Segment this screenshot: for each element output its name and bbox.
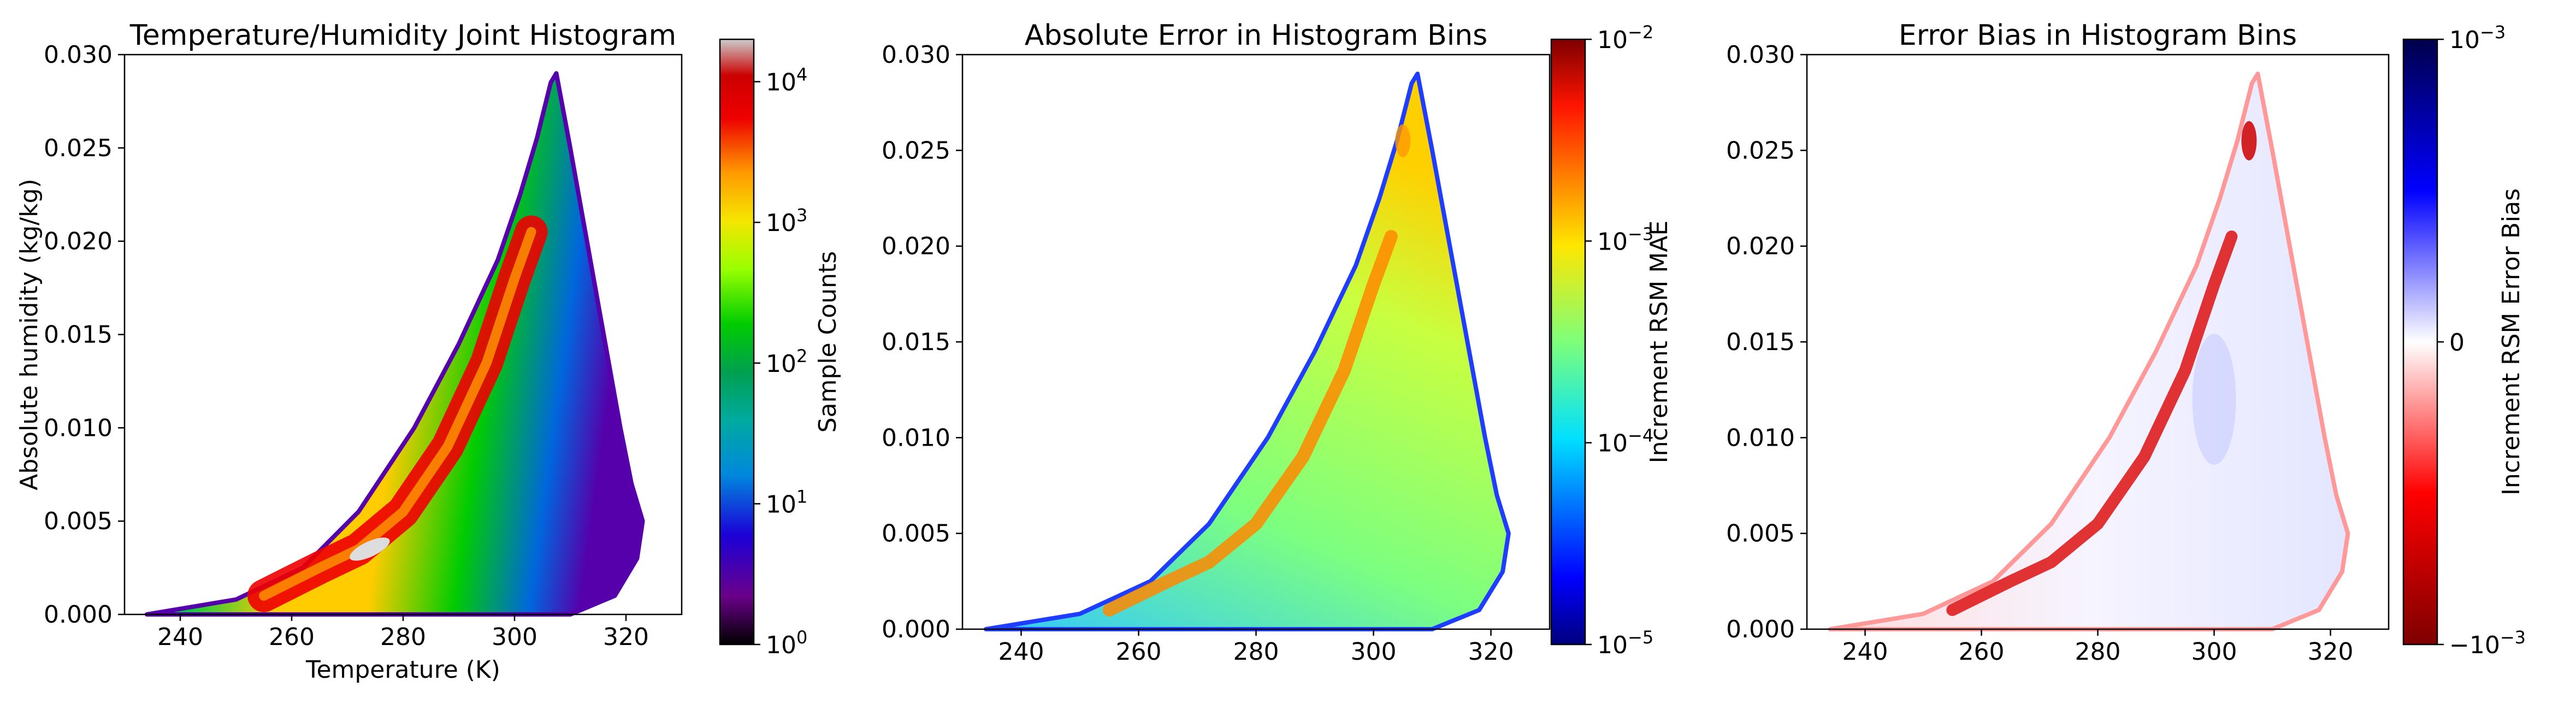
y-tick-label: 0.020 — [44, 228, 113, 256]
bias-peak — [2241, 121, 2257, 161]
chart-title: Absolute Error in Histogram Bins — [1025, 19, 1487, 52]
colorbar-gradient — [2402, 38, 2438, 646]
y-tick-label: 0.005 — [1726, 520, 1795, 548]
colorbar-gradient — [719, 38, 755, 646]
colorbar-tick-label: 10−3 — [1597, 223, 1653, 256]
x-tick-label: 300 — [492, 623, 537, 651]
x-tick-label: 280 — [1233, 638, 1279, 666]
x-tick-label: 300 — [1351, 638, 1397, 666]
x-tick-label: 280 — [2075, 638, 2121, 666]
y-tick-label: 0.020 — [882, 233, 950, 261]
x-tick-label: 240 — [157, 623, 203, 651]
x-tick-label: 260 — [269, 623, 315, 651]
panel-1: 240 260 280 300 320 0.000 0.005 0.010 0.015 0.020… — [15, 19, 842, 684]
y-tick-label: 0.000 — [44, 601, 113, 629]
chart-title: Error Bias in Histogram Bins — [1899, 19, 2297, 52]
colorbar-tick-label: 101 — [766, 486, 807, 518]
chart-title: Temperature/Humidity Joint Histogram — [129, 19, 676, 52]
bias-ridge — [1946, 230, 2238, 616]
colorbar-tick-label: 103 — [766, 205, 807, 237]
y-tick-label: 0.015 — [1726, 328, 1795, 356]
x-tick-label: 280 — [380, 623, 426, 651]
colorbar-tick-label: 104 — [766, 64, 807, 97]
bias-positive-region — [2192, 334, 2236, 465]
x-tick-label: 240 — [1842, 638, 1888, 666]
colorbar-tick-label: 0 — [2449, 329, 2465, 357]
y-tick-label: 0.010 — [1726, 424, 1795, 452]
colorbar-tick-label: 102 — [766, 346, 807, 378]
x-axis-label: Temperature (K) — [305, 656, 500, 684]
colorbar-label: Increment RSM Error Bias — [2497, 188, 2525, 495]
x-tick-label: 300 — [2191, 638, 2237, 666]
y-tick-label: 0.000 — [1726, 616, 1795, 643]
y-tick-label: 0.025 — [1726, 137, 1795, 164]
colorbar-gradient — [1550, 38, 1586, 646]
colorbar-label: Sample Counts — [814, 251, 842, 433]
x-tick-label: 240 — [999, 638, 1044, 666]
colorbar-tick-label: 10−3 — [2449, 22, 2506, 54]
x-tick-label: 260 — [1959, 638, 2005, 666]
error-ridge — [1102, 230, 1398, 617]
y-tick-label: 0.030 — [44, 41, 113, 69]
colorbar-tick-label: 100 — [766, 627, 807, 659]
panels: 240 260 280 300 320 0.000 0.005 0.010 0.015 0.020… — [15, 19, 2526, 684]
colorbar: 100 101 102 103 104 Sample Counts — [719, 38, 842, 659]
y-tick-label: 0.015 — [882, 328, 950, 356]
density-ridge-core — [259, 227, 536, 601]
panel-2: 240 260 280 300 320 0.000 0.005 0.010 0.015 0.020… — [882, 19, 1673, 666]
y-tick-label: 0.020 — [1726, 233, 1795, 261]
colorbar-tick-label: 10−5 — [1597, 627, 1653, 659]
x-tick-label: 320 — [2308, 638, 2354, 666]
error-peak — [1395, 124, 1411, 157]
y-tick-label: 0.030 — [882, 41, 950, 69]
x-tick-label: 320 — [1468, 638, 1514, 666]
y-tick-label: 0.010 — [882, 424, 950, 452]
y-tick-label: 0.025 — [44, 134, 113, 162]
density-peak — [350, 537, 390, 561]
y-tick-label: 0.005 — [44, 507, 113, 535]
heatmap-region — [984, 72, 1511, 631]
y-axis-label: Absolute humidity (kg/kg) — [15, 179, 43, 490]
colorbar-tick-label: −10−3 — [2449, 627, 2526, 659]
y-tick-label: 0.005 — [882, 520, 950, 548]
x-tick-label: 260 — [1116, 638, 1162, 666]
heatmap-region — [1828, 72, 2350, 631]
y-tick-label: 0.000 — [882, 616, 950, 643]
y-tick-label: 0.015 — [44, 321, 113, 349]
colorbar-tick-label: 10−4 — [1597, 425, 1653, 458]
panel-3: 240 260 280 300 320 0.000 0.005 0.010 0.015 0.020… — [1726, 19, 2526, 666]
x-tick-label: 320 — [603, 623, 649, 651]
colorbar-tick-label: 10−2 — [1597, 22, 1653, 54]
heatmap-region — [144, 71, 645, 617]
colorbar-label: Increment RSM MAE — [1645, 221, 1673, 464]
y-tick-label: 0.030 — [1726, 41, 1795, 69]
y-tick-label: 0.025 — [882, 137, 950, 164]
y-tick-label: 0.010 — [44, 414, 113, 442]
colorbar: 10−5 10−4 10−3 10−2 Increment RSM MAE — [1550, 22, 1673, 659]
colorbar: 10−3 0 −10−3 Increment RSM Error Bias — [2402, 22, 2526, 659]
